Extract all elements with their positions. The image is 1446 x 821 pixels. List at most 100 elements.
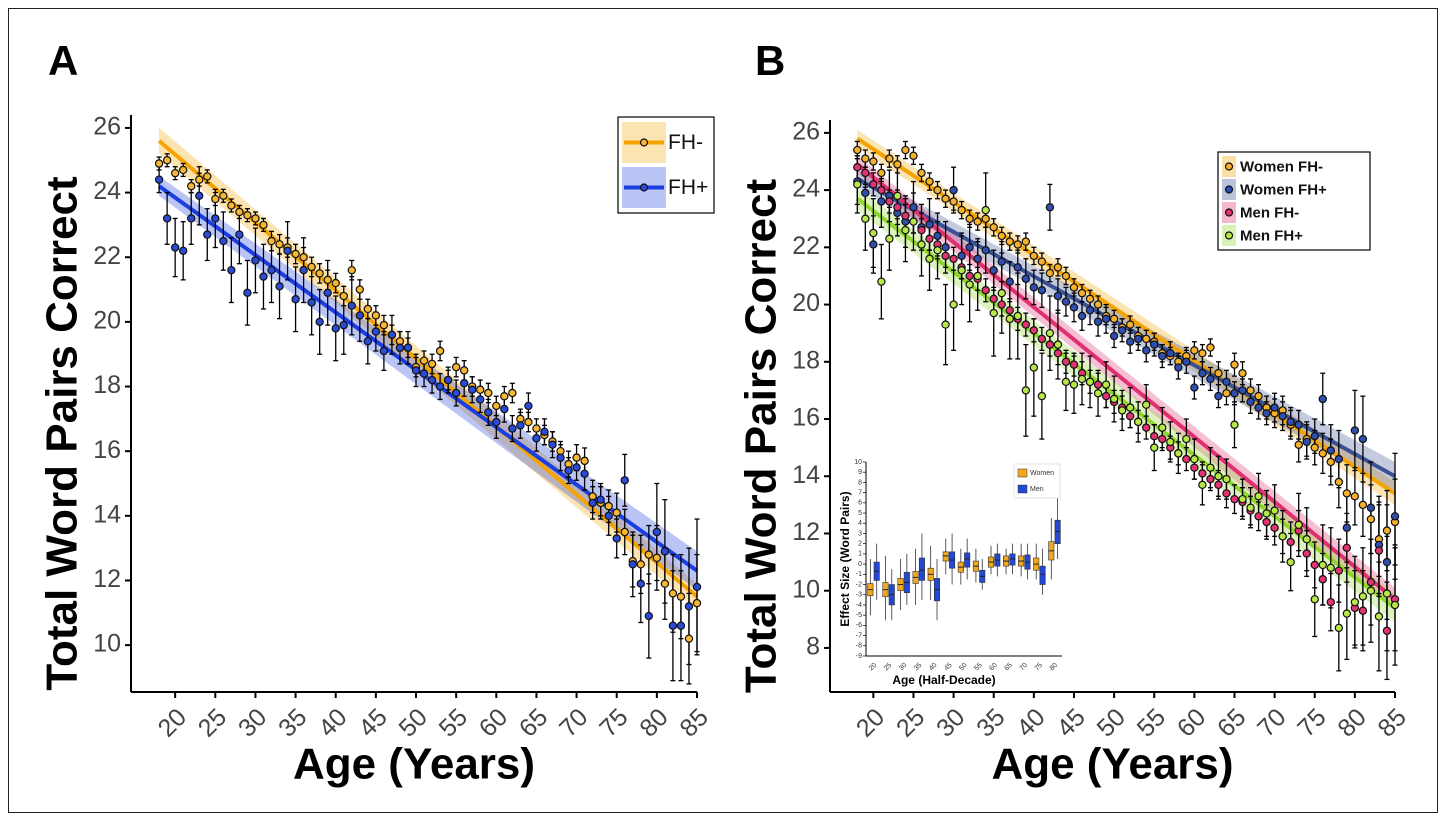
inset-y-tick-label: -5 bbox=[856, 612, 862, 619]
data-point bbox=[508, 424, 517, 433]
data-point bbox=[1214, 480, 1223, 490]
data-point bbox=[1125, 411, 1135, 421]
data-point bbox=[853, 163, 862, 172]
data-point bbox=[628, 560, 637, 569]
data-point bbox=[957, 205, 966, 215]
box bbox=[987, 545, 995, 575]
data-point bbox=[1053, 263, 1063, 272]
data-point bbox=[1174, 363, 1183, 372]
box bbox=[957, 548, 964, 585]
inset-y-tick-label: 1 bbox=[858, 551, 862, 558]
data-point bbox=[1182, 454, 1191, 464]
box bbox=[942, 538, 949, 575]
data-point bbox=[997, 288, 1006, 298]
inset-x-tick-label: 65 bbox=[1003, 662, 1014, 673]
inset-y-tick-label: 7 bbox=[858, 489, 862, 496]
data-point bbox=[154, 159, 164, 168]
data-point bbox=[893, 160, 902, 169]
data-point bbox=[885, 234, 894, 243]
y-tick-label: 18 bbox=[93, 371, 121, 399]
box bbox=[1003, 548, 1010, 575]
data-point bbox=[1190, 463, 1199, 472]
data-point bbox=[1053, 349, 1063, 358]
data-point bbox=[588, 498, 597, 508]
data-point bbox=[604, 501, 613, 511]
inset-x-tick-label: 75 bbox=[1034, 662, 1045, 673]
panel-label: A bbox=[48, 37, 78, 84]
legend-box bbox=[617, 116, 715, 214]
inset-legend-label: Men bbox=[1030, 486, 1044, 493]
data-point bbox=[443, 375, 453, 385]
data-point bbox=[1045, 328, 1055, 338]
data-point bbox=[1206, 343, 1215, 352]
data-point bbox=[355, 285, 365, 294]
legend-label: Men FH+ bbox=[1240, 227, 1303, 244]
data-point bbox=[1238, 386, 1247, 395]
data-point bbox=[1238, 369, 1247, 378]
data-point bbox=[925, 220, 934, 229]
data-point bbox=[187, 181, 196, 191]
data-point bbox=[219, 236, 228, 246]
data-point bbox=[1302, 534, 1311, 544]
data-point bbox=[1286, 557, 1295, 567]
data-point bbox=[861, 154, 870, 163]
data-point bbox=[227, 265, 236, 275]
data-point bbox=[468, 385, 477, 394]
legend-label: Men FH- bbox=[1240, 204, 1299, 221]
y-tick-label: 20 bbox=[93, 306, 121, 334]
y-tick-label: 20 bbox=[792, 289, 820, 317]
data-point bbox=[1294, 440, 1303, 449]
data-point bbox=[604, 511, 613, 521]
data-point bbox=[1125, 337, 1135, 346]
data-point bbox=[1142, 346, 1151, 355]
data-point bbox=[1206, 474, 1215, 484]
y-tick-label: 24 bbox=[93, 177, 121, 205]
inset-y-tick-label: -6 bbox=[856, 622, 862, 629]
data-point bbox=[652, 527, 662, 537]
data-point bbox=[1117, 326, 1127, 335]
data-point bbox=[981, 286, 990, 295]
data-point bbox=[259, 272, 268, 281]
data-point bbox=[1013, 240, 1022, 249]
box bbox=[1009, 543, 1016, 575]
data-point bbox=[1053, 340, 1063, 349]
data-point bbox=[572, 463, 581, 472]
data-point bbox=[1350, 492, 1360, 501]
data-point bbox=[901, 211, 910, 221]
data-point bbox=[877, 197, 886, 206]
data-point bbox=[869, 228, 878, 238]
data-point bbox=[1246, 503, 1255, 512]
data-point bbox=[227, 201, 236, 210]
inset-legend-label: Women bbox=[1030, 470, 1054, 477]
data-point bbox=[331, 324, 340, 333]
data-point bbox=[267, 265, 276, 275]
data-point bbox=[1101, 314, 1111, 324]
data-point bbox=[1342, 523, 1352, 532]
data-point bbox=[1254, 403, 1263, 412]
data-point bbox=[660, 547, 670, 556]
data-point bbox=[869, 180, 878, 189]
data-point bbox=[516, 421, 525, 430]
data-point bbox=[243, 288, 252, 297]
data-point bbox=[941, 251, 950, 261]
inset-y-tick-label: 5 bbox=[858, 510, 862, 517]
data-point bbox=[1382, 526, 1392, 535]
data-point bbox=[692, 598, 702, 608]
data-point bbox=[965, 243, 974, 252]
data-point bbox=[869, 157, 878, 166]
data-point bbox=[170, 168, 180, 178]
inset-y-tick-label: -1 bbox=[856, 571, 862, 578]
data-point bbox=[1222, 474, 1231, 484]
data-point bbox=[1366, 503, 1376, 512]
data-point bbox=[162, 214, 172, 223]
legend-point bbox=[1224, 208, 1234, 217]
data-point bbox=[427, 359, 437, 369]
data-point bbox=[949, 254, 958, 263]
data-point bbox=[451, 388, 461, 398]
inset-y-tick-label: -3 bbox=[856, 592, 862, 599]
data-point bbox=[251, 256, 260, 265]
data-point bbox=[1029, 283, 1039, 292]
box bbox=[873, 543, 880, 600]
box bbox=[1018, 543, 1025, 577]
inset-x-tick-label: 35 bbox=[913, 662, 924, 673]
